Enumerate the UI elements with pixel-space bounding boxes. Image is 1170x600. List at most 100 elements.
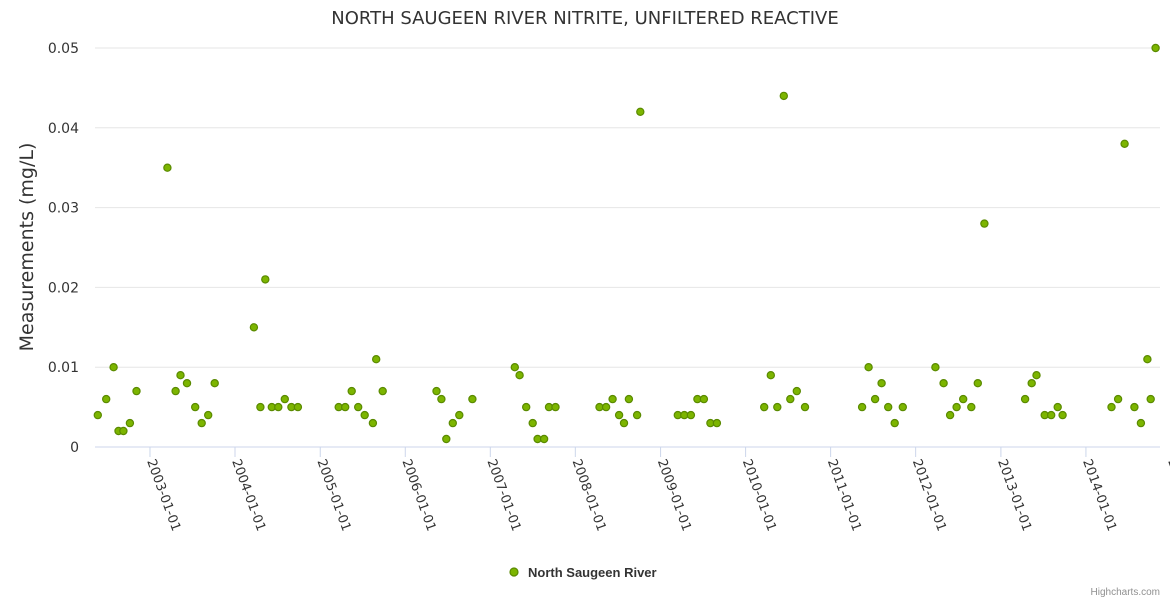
data-point[interactable] bbox=[125, 418, 135, 428]
data-point[interactable] bbox=[448, 418, 457, 428]
data-point[interactable] bbox=[378, 386, 387, 396]
data-point[interactable] bbox=[939, 379, 948, 388]
data-point[interactable] bbox=[779, 91, 789, 101]
data-point[interactable] bbox=[109, 363, 118, 372]
data-point[interactable] bbox=[293, 402, 303, 412]
data-point[interactable] bbox=[249, 323, 259, 332]
data-point[interactable] bbox=[1046, 410, 1056, 420]
data-point[interactable] bbox=[1027, 379, 1036, 388]
data-point[interactable] bbox=[203, 410, 213, 420]
data-point[interactable] bbox=[1130, 402, 1139, 412]
data-point[interactable] bbox=[182, 379, 192, 388]
data-point[interactable] bbox=[632, 410, 642, 420]
data-point[interactable] bbox=[952, 402, 961, 412]
data-point[interactable] bbox=[522, 402, 531, 412]
data-point[interactable] bbox=[890, 418, 899, 428]
data-point[interactable] bbox=[360, 410, 369, 420]
data-point[interactable] bbox=[786, 394, 795, 404]
data-point[interactable] bbox=[1151, 43, 1160, 53]
data-point[interactable] bbox=[624, 394, 634, 404]
data-point[interactable] bbox=[515, 371, 524, 380]
data-point[interactable] bbox=[341, 402, 350, 412]
data-point[interactable] bbox=[354, 402, 363, 412]
data-point[interactable] bbox=[1020, 394, 1030, 404]
data-point[interactable] bbox=[1136, 418, 1146, 428]
data-point[interactable] bbox=[1146, 394, 1155, 404]
data-point[interactable] bbox=[432, 386, 441, 396]
data-point[interactable] bbox=[528, 418, 537, 428]
data-point[interactable] bbox=[1058, 410, 1067, 420]
data-point[interactable] bbox=[468, 394, 477, 404]
data-point[interactable] bbox=[261, 275, 270, 284]
data-point[interactable] bbox=[190, 402, 200, 412]
data-point[interactable] bbox=[256, 402, 265, 412]
data-point[interactable] bbox=[686, 410, 696, 420]
data-point[interactable] bbox=[870, 394, 880, 404]
data-point[interactable] bbox=[608, 394, 617, 404]
data-point[interactable] bbox=[1053, 402, 1062, 412]
x-tick-label: 2009-01-01 bbox=[654, 457, 694, 533]
x-tick-label: 2012-01-01 bbox=[909, 457, 949, 533]
data-point[interactable] bbox=[877, 379, 886, 388]
data-point[interactable] bbox=[619, 418, 629, 428]
data-point[interactable] bbox=[163, 163, 172, 172]
data-point[interactable] bbox=[1032, 371, 1041, 380]
data-point[interactable] bbox=[101, 394, 111, 404]
chart-title: NORTH SAUGEEN RIVER NITRITE, UNFILTERED … bbox=[331, 8, 838, 29]
data-point[interactable] bbox=[132, 386, 141, 396]
data-point[interactable] bbox=[510, 363, 519, 372]
data-point[interactable] bbox=[119, 426, 128, 436]
data-point[interactable] bbox=[800, 402, 810, 412]
y-tick-label: 0.04 bbox=[48, 121, 79, 137]
y-tick-label: 0.03 bbox=[48, 201, 79, 217]
data-point[interactable] bbox=[884, 402, 893, 412]
data-point[interactable] bbox=[437, 394, 446, 404]
data-point[interactable] bbox=[967, 402, 976, 412]
data-point[interactable] bbox=[864, 363, 873, 372]
data-point[interactable] bbox=[176, 371, 185, 380]
data-point[interactable] bbox=[197, 418, 206, 428]
x-tick-label: 2003-01-01 bbox=[143, 457, 183, 533]
data-point[interactable] bbox=[171, 386, 180, 396]
data-point[interactable] bbox=[539, 434, 549, 444]
data-point[interactable] bbox=[551, 402, 560, 412]
data-point[interactable] bbox=[760, 402, 769, 412]
data-point[interactable] bbox=[898, 402, 908, 412]
data-point[interactable] bbox=[1107, 402, 1116, 412]
data-point[interactable] bbox=[455, 410, 464, 420]
data-point[interactable] bbox=[959, 394, 968, 404]
data-point[interactable] bbox=[980, 219, 989, 228]
data-point[interactable] bbox=[442, 434, 451, 444]
data-point[interactable] bbox=[773, 402, 782, 412]
data-point[interactable] bbox=[636, 107, 645, 117]
scatter-series[interactable] bbox=[93, 43, 1160, 444]
data-point[interactable] bbox=[973, 379, 983, 388]
data-point[interactable] bbox=[372, 355, 381, 364]
x-tick-label: 2006-01-01 bbox=[399, 457, 439, 533]
data-point[interactable] bbox=[210, 379, 219, 388]
legend-item-north-saugeen-river[interactable]: North Saugeen River bbox=[528, 565, 657, 580]
data-point[interactable] bbox=[614, 410, 624, 420]
data-point[interactable] bbox=[931, 363, 940, 372]
data-point[interactable] bbox=[945, 410, 955, 420]
data-point[interactable] bbox=[1120, 139, 1129, 148]
x-tick-label: 2008-01-01 bbox=[569, 457, 609, 533]
data-point[interactable] bbox=[280, 394, 289, 404]
y-tick-label: 0.02 bbox=[48, 280, 79, 296]
legend-marker-icon bbox=[509, 567, 519, 577]
data-point[interactable] bbox=[601, 402, 611, 412]
data-point[interactable] bbox=[274, 402, 283, 412]
credits-link[interactable]: Highcharts.com bbox=[1091, 587, 1160, 598]
data-point[interactable] bbox=[93, 410, 103, 420]
data-point[interactable] bbox=[712, 418, 722, 428]
data-point[interactable] bbox=[347, 386, 356, 396]
data-point[interactable] bbox=[1113, 394, 1123, 404]
data-point[interactable] bbox=[699, 394, 709, 404]
data-point[interactable] bbox=[857, 402, 867, 412]
data-point[interactable] bbox=[368, 418, 378, 428]
data-point[interactable] bbox=[766, 371, 776, 380]
legend[interactable]: North Saugeen River bbox=[509, 565, 657, 580]
data-point[interactable] bbox=[792, 386, 802, 396]
x-tick-label: 2014-01-01 bbox=[1079, 457, 1119, 533]
data-point[interactable] bbox=[1143, 355, 1152, 364]
